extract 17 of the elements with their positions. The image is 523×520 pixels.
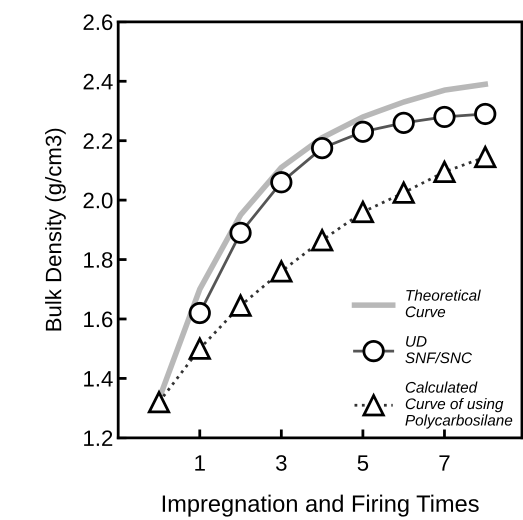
y-tick-label: 2.6 xyxy=(84,14,112,30)
x-axis-title: Impregnation and Firing Times xyxy=(162,494,479,517)
y-tick-label: 2.2 xyxy=(84,133,112,149)
x-tick-label: 5 xyxy=(358,455,368,471)
y-tick-label: 2.0 xyxy=(84,192,112,208)
x-tick-label: 1 xyxy=(195,455,205,471)
y-axis-title: Bulk Density (g/cm3) xyxy=(45,128,66,331)
legend-label: Theoretical Curve xyxy=(406,290,481,318)
legend-label: Calculated Curve of using Polycarbosilane xyxy=(405,382,512,429)
y-tick-label: 1.2 xyxy=(84,430,112,446)
x-tick-label: 3 xyxy=(276,455,287,471)
y-tick-label: 1.6 xyxy=(84,312,112,328)
y-tick-label: 1.4 xyxy=(84,371,113,386)
legend-label: UD SNF/SNC xyxy=(405,336,472,364)
x-tick-label: 7 xyxy=(439,455,450,471)
y-tick-label: 1.8 xyxy=(84,252,112,268)
y-tick-label: 2.4 xyxy=(84,74,113,90)
